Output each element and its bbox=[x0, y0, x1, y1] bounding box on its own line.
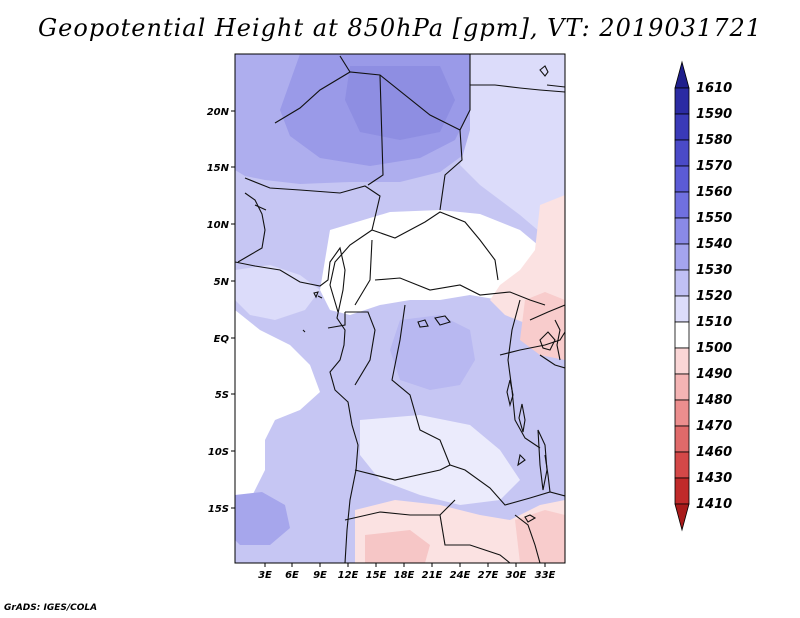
colorbar-label: 1550 bbox=[696, 211, 732, 226]
latitude-axis: 20N 15N 10N 5N EQ 5S 10S 15S bbox=[207, 107, 235, 515]
lon-label: 30E bbox=[506, 570, 527, 581]
lon-label: 27E bbox=[478, 570, 499, 581]
colorbar-cell bbox=[674, 373, 690, 401]
lon-label: 12E bbox=[338, 570, 359, 581]
colorbar-label: 1410 bbox=[696, 497, 732, 512]
colorbar-label: 1530 bbox=[696, 263, 732, 278]
colorbar-cell bbox=[674, 113, 690, 141]
lon-label: 6E bbox=[285, 570, 299, 581]
longitude-axis: 3E 6E 9E 12E 15E 18E 21E 24E 27E 30E 33E bbox=[258, 563, 556, 581]
colorbar-cell bbox=[674, 321, 690, 349]
colorbar-label: 1590 bbox=[696, 107, 732, 122]
colorbar-cell bbox=[674, 269, 690, 297]
colorbar-top-arrow bbox=[674, 60, 690, 89]
colorbar-label: 1520 bbox=[696, 289, 732, 304]
colorbar-cell bbox=[674, 87, 690, 115]
colorbar-cell bbox=[674, 165, 690, 193]
colorbar-label: 1610 bbox=[696, 81, 732, 96]
colorbar-label: 1490 bbox=[696, 367, 732, 382]
lon-label: 3E bbox=[258, 570, 272, 581]
colorbar-cell bbox=[674, 139, 690, 167]
colorbar-cell bbox=[674, 425, 690, 453]
colorbar-bottom-arrow bbox=[674, 503, 690, 532]
lon-label: 15E bbox=[366, 570, 387, 581]
colorbar-legend: 1610 1590 1580 1570 1560 1550 1540 1530 1520 1510… bbox=[674, 60, 732, 532]
lat-label: 15S bbox=[208, 504, 229, 515]
colorbar-cell bbox=[674, 295, 690, 323]
colorbar-cell bbox=[674, 347, 690, 375]
map-title: Geopotential Height at 850hPa [gpm], VT:… bbox=[38, 14, 762, 42]
lat-label: 10S bbox=[208, 447, 229, 458]
colorbar-label: 1470 bbox=[696, 419, 732, 434]
colorbar-cell bbox=[674, 191, 690, 219]
colorbar-label: 1480 bbox=[696, 393, 732, 408]
lon-label: 24E bbox=[450, 570, 471, 581]
colorbar-cell bbox=[674, 477, 690, 505]
lon-label: 21E bbox=[422, 570, 443, 581]
lon-label: 33E bbox=[535, 570, 556, 581]
lon-label: 18E bbox=[394, 570, 415, 581]
colorbar-cell bbox=[674, 399, 690, 427]
lat-label: 20N bbox=[207, 107, 230, 118]
colorbar-label: 1570 bbox=[696, 159, 732, 174]
lat-label: 5S bbox=[215, 390, 229, 401]
colorbar-cell bbox=[674, 217, 690, 245]
colorbar-label: 1580 bbox=[696, 133, 732, 148]
credit-text: GrADS: IGES/COLA bbox=[4, 603, 98, 613]
colorbar-label: 1560 bbox=[696, 185, 732, 200]
lat-label: 10N bbox=[207, 220, 230, 231]
colorbar-label: 1500 bbox=[696, 341, 732, 356]
colorbar-label: 1460 bbox=[696, 445, 732, 460]
colorbar-label: 1430 bbox=[696, 471, 732, 486]
lat-label: 15N bbox=[207, 163, 230, 174]
lon-label: 9E bbox=[313, 570, 327, 581]
lat-label: EQ bbox=[214, 334, 230, 345]
map-frame bbox=[234, 53, 566, 564]
colorbar-cell bbox=[674, 451, 690, 479]
map-area bbox=[235, 54, 565, 563]
colorbar-label: 1510 bbox=[696, 315, 732, 330]
colorbar-cell bbox=[674, 243, 690, 271]
colorbar-label: 1540 bbox=[696, 237, 732, 252]
lat-label: 5N bbox=[214, 277, 230, 288]
